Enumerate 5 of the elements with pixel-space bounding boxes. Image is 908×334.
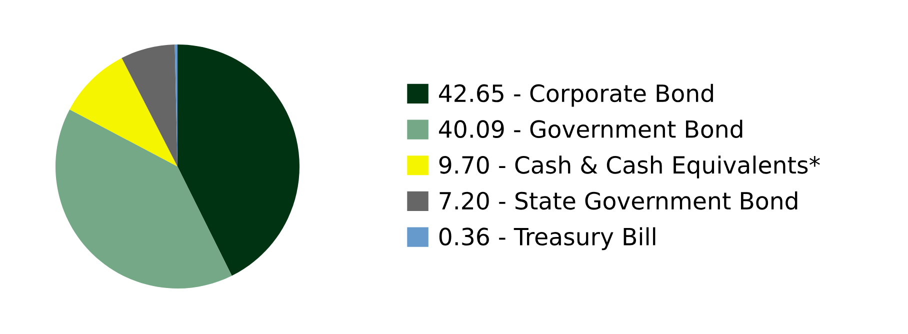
legend-label: 9.70 - Cash & Cash Equivalents* (439, 156, 820, 178)
legend-label: 42.65 - Corporate Bond (439, 84, 713, 107)
legend-label: 0.36 - Treasury Bill (439, 227, 656, 250)
legend-label: 7.20 - State Government Bond (440, 191, 798, 210)
legend-label: 40.09 - Government Bond (439, 120, 742, 138)
